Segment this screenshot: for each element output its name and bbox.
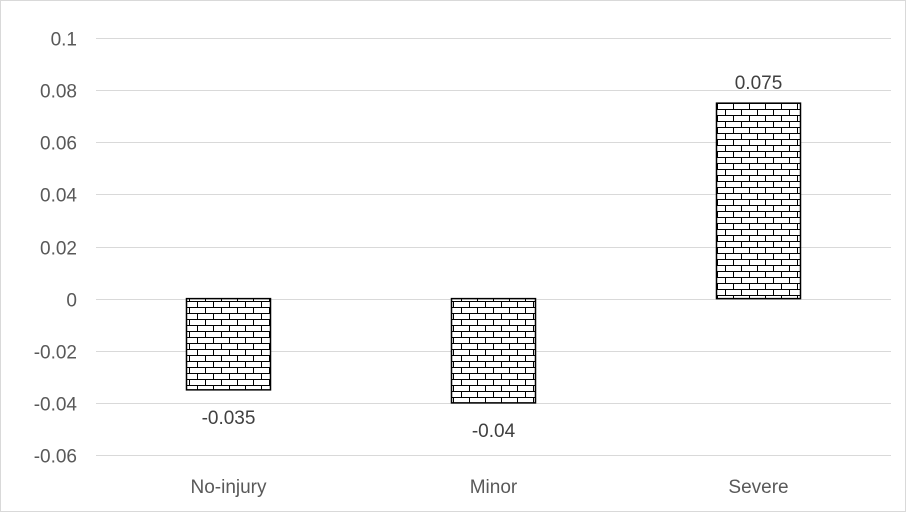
y-tick-label: 0.02 (40, 239, 77, 260)
y-tick-label: 0.08 (40, 82, 77, 103)
bar-severe (715, 102, 802, 300)
y-tick-label: 0.1 (51, 30, 77, 51)
data-label: -0.035 (202, 408, 256, 429)
data-label: -0.04 (472, 421, 516, 442)
y-tick-label: 0.04 (40, 186, 77, 207)
x-axis-category-labels: No-injury Minor Severe (190, 477, 788, 498)
y-tick-label: 0 (66, 291, 77, 312)
category-label: Minor (470, 477, 518, 498)
y-tick-label: -0.02 (34, 343, 77, 364)
y-axis-tick-labels: 0.1 0.08 0.06 0.04 0.02 0 -0.02 -0.04 -0.06 (34, 30, 78, 468)
y-tick-label: 0.06 (40, 134, 77, 155)
data-labels: -0.035 -0.04 0.075 (202, 73, 783, 442)
y-tick-label: -0.04 (34, 395, 78, 416)
bar-minor (450, 297, 537, 404)
data-label: 0.075 (735, 73, 783, 94)
category-label: No-injury (190, 477, 267, 498)
y-tick-label: -0.06 (34, 447, 77, 468)
bars (185, 102, 802, 404)
bar-no-injury (185, 297, 272, 391)
category-label: Severe (728, 477, 788, 498)
